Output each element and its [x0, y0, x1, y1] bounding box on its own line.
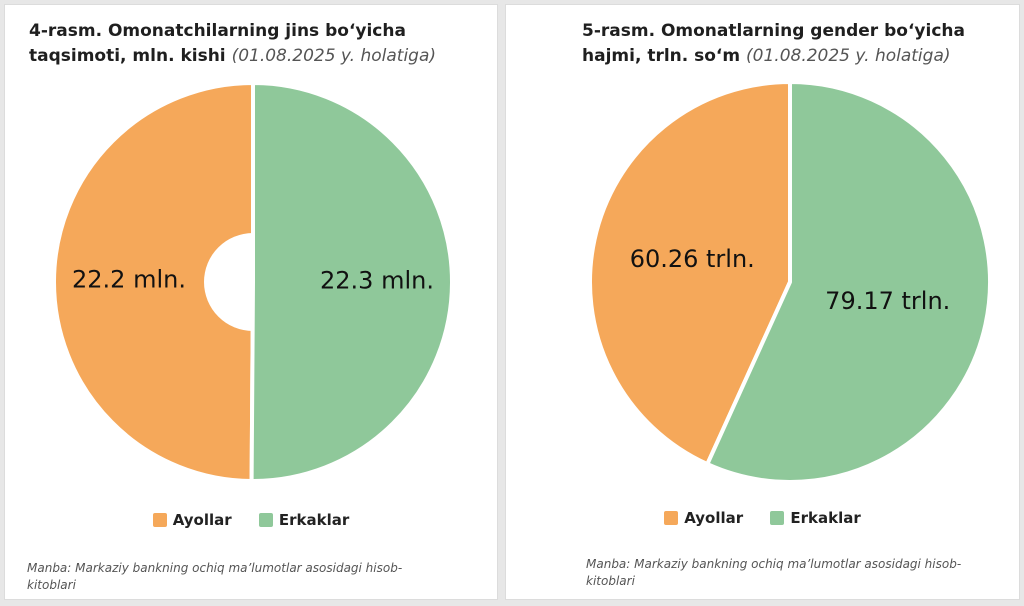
- pie-slice-women: [52, 81, 255, 483]
- legend-label-women: Ayollar: [172, 510, 232, 529]
- pie-slice-men: [249, 81, 455, 483]
- legend-label-women: Ayollar: [684, 508, 744, 527]
- data-label-men: 22.3 mln.: [320, 266, 434, 294]
- legend-item-men: Erkaklar: [258, 510, 350, 529]
- legend-swatch-women: [152, 512, 167, 527]
- chart-title-left-date: (01.08.2025 y. holatiga): [231, 46, 437, 66]
- pie-chart-depositors: 22.2 mln. 22.3 mln.: [52, 81, 455, 483]
- legend-item-men: Erkaklar: [770, 508, 861, 527]
- pie-slice-men: [705, 80, 992, 484]
- data-label-men: 79.17 trln.: [825, 287, 950, 315]
- pie-slice-women: [588, 80, 792, 467]
- legend-left: Ayollar Erkaklar: [5, 510, 497, 529]
- chart-title-right-date: (01.08.2025 y. holatiga): [746, 46, 951, 66]
- chart-title-right-main: 5-rasm. Omonatlarning gender bo‘yicha ha…: [582, 21, 965, 66]
- chart-panel-left: 4-rasm. Omonatchilarning jins bo‘yicha t…: [4, 4, 498, 600]
- chart-title-left: 4-rasm. Omonatchilarning jins bo‘yicha t…: [29, 19, 487, 69]
- data-label-women: 22.2 mln.: [72, 266, 186, 294]
- legend-swatch-women: [664, 510, 679, 525]
- source-note-left: Manba: Markaziy bankning ochiq ma’lumotl…: [27, 561, 403, 592]
- legend-swatch-men: [258, 512, 273, 527]
- data-label-women: 60.26 trln.: [630, 245, 755, 273]
- legend-item-women: Ayollar: [664, 509, 743, 527]
- source-note-right: Manba: Markaziy bankning ochiq ma’lumotl…: [586, 557, 962, 588]
- legend-label-men: Erkaklar: [278, 510, 350, 529]
- legend-item-women: Ayollar: [152, 510, 232, 529]
- chart-title-right: 5-rasm. Omonatlarning gender bo‘yicha ha…: [582, 19, 1009, 69]
- chart-panel-right: 5-rasm. Omonatlarning gender bo‘yicha ha…: [505, 4, 1020, 600]
- legend-right: Ayollar Erkaklar: [506, 508, 1019, 527]
- legend-swatch-men: [770, 510, 785, 525]
- chart-title-left-main: 4-rasm. Omonatchilarning jins bo‘yicha t…: [29, 21, 406, 66]
- legend-label-men: Erkaklar: [790, 508, 861, 527]
- pie-chart-deposits: 60.26 trln. 79.17 trln.: [588, 80, 992, 484]
